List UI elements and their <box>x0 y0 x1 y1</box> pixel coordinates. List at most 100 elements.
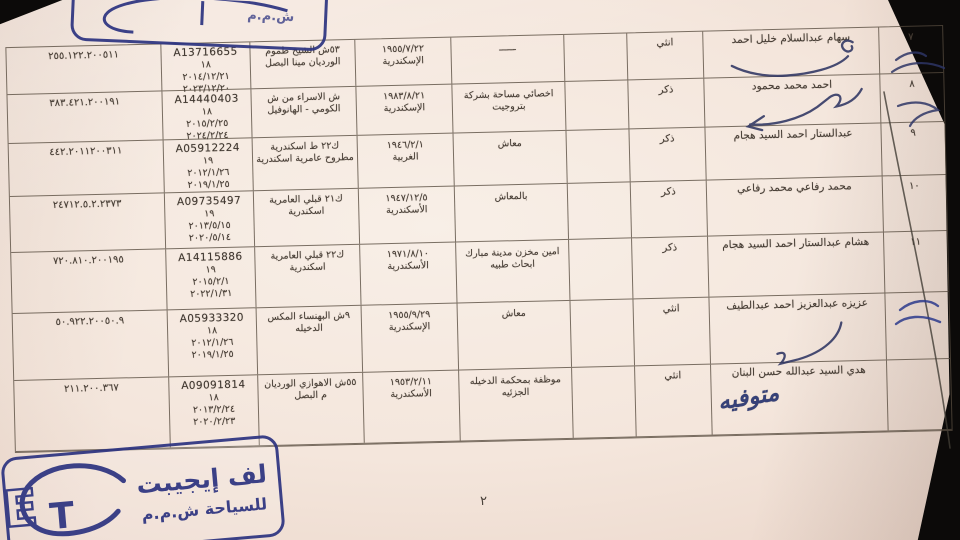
address: ٥٥ش الاهوازي الورديان م البصل <box>264 376 357 402</box>
person-name: هدي السيد عبدالله حسن البنان <box>731 363 866 380</box>
gender: انثي <box>656 37 674 49</box>
occupation-cell: معاش <box>452 130 567 186</box>
empty-cell <box>569 299 635 367</box>
person-name: عبدالستار احمد السيد هجام <box>733 127 853 142</box>
row-number-cell: ١٠ <box>881 174 947 232</box>
gender-cell: ذكر <box>628 127 706 182</box>
row-number-cell: ١١ <box>882 230 949 293</box>
address: ش الاسراء من ش الكومي - الهانوفيل <box>267 91 341 116</box>
row-number-cell: ٩ <box>880 122 946 176</box>
passport-number: A14115886 <box>178 250 243 265</box>
phone-number: ٢٥٥.١٢٢.٢٠٠٥١١ <box>48 49 120 63</box>
phone-number: ٤٤٢.٢٠١١٢٠٠٣١١ <box>49 145 123 159</box>
birth-cell: ١٩٥٥/٧/٢٢ الإسكندرية <box>354 37 452 86</box>
passport-expiry-date: ٢٠١٩/١/٢٥ <box>191 348 234 361</box>
address: ك٢٢ قبلي العامرية اسكندرية <box>270 249 345 274</box>
gender: انثي <box>662 303 680 315</box>
address: ك٢١ قبلي العامرية اسكندرية <box>269 193 343 218</box>
passport-cell: A14440403 ١٨ ٢٠١٥/٢/٢٥ ٢٠٢٤/٢/٢٤ <box>161 89 252 142</box>
address: ٩ش البهنساء المكس الدخيله <box>267 310 351 335</box>
stamp-line1: لف إيجيبت <box>135 459 269 500</box>
birth-place: الإسكندرية <box>382 55 425 68</box>
name-cell: عبدالستار احمد السيد هجام <box>704 123 882 180</box>
row-number-cell: ٨ <box>879 73 945 123</box>
row-number-cell <box>884 291 950 360</box>
phone-cell: ٥٠.٩٢٢.٢٠٠٥٠.٩ <box>13 310 169 380</box>
occupation: اخصائي مساحة بشركة بتروجيت <box>463 88 554 113</box>
birth-cell: ١٩٤٦/٢/١ الغربية <box>356 133 454 188</box>
empty-cell <box>571 366 636 438</box>
passport-expiry-date: ٢٠٢٢/١/٣١ <box>190 287 233 300</box>
passport-cell: A14115886 ١٩ ٢٠١٥/٢/١ ٢٠٢٢/١/٣١ <box>165 247 256 310</box>
phone-cell: ٣٨٣.٤٢١.٢٠٠١٩١ <box>7 91 162 143</box>
stamp-partial-text: ش.م.م <box>246 8 295 26</box>
phone-cell: ٢٤٧١٢.٥.٢.٢٣٧٣ <box>10 193 165 252</box>
gender: ذكر <box>659 133 675 145</box>
row-number-cell <box>885 358 952 431</box>
address-cell: ٩ش البهنساء المكس الدخيله <box>255 305 363 375</box>
svg-text:E: E <box>1 478 40 539</box>
address-cell: ش الاسراء من ش الكومي - الهانوفيل <box>250 86 357 138</box>
passport-expiry-date: ٢٠٢٠/٥/١٤ <box>188 231 232 244</box>
occupation: امين مخزن مدينة مبارك ابحاث طبيه <box>465 246 560 271</box>
birth-cell: ١٩٥٥/٩/٢٩ الإسكندرية <box>360 303 459 372</box>
occupation: معاش <box>497 137 522 150</box>
occupation-cell: ــــــ <box>450 34 565 84</box>
row-number <box>888 297 947 298</box>
stamp-text: لف إيجيبت للسياحة ش.م.م <box>125 458 281 525</box>
empty-cell <box>565 129 630 183</box>
stamp-swoosh <box>102 0 288 34</box>
phone-number: ٧٢٠.٨١٠.٢٠٠١٩٥ <box>52 254 124 268</box>
empty-cell <box>566 182 632 239</box>
svg-text:T: T <box>48 495 76 538</box>
occupation: بالمعاش <box>494 190 528 203</box>
gender-cell: ذكر <box>629 180 707 238</box>
signature-ink <box>730 39 854 78</box>
phone-number: ٢١١.٢٠٠.٣٦٧ <box>63 382 119 395</box>
passport-number: A09091814 <box>181 378 246 393</box>
passport-number: A14440403 <box>174 92 239 107</box>
birth-cell: ١٩٨٣/٨/٢١ الإسكندرية <box>355 84 453 135</box>
gender-cell: ذكر <box>631 236 709 299</box>
passport-number: A13716655 <box>173 45 238 60</box>
address-cell: ك٢٢ قبلي العامرية اسكندرية <box>254 244 361 308</box>
name-cell: هشام عبدالستار احمد السيد هجام <box>707 232 885 297</box>
birth-cell: ١٩٧١/٨/١٠ الأسكندرية <box>359 242 457 305</box>
passport-number: A05933320 <box>179 311 245 326</box>
gender: ذكر <box>660 186 676 198</box>
row-number: ٨ <box>909 78 915 90</box>
empty-cell <box>563 33 628 81</box>
passport-cell: A13716655 ١٨ ٢٠١٤/١٢/٢١ ٢٠٢٣/١٢/٢٠ <box>160 42 251 95</box>
occupation-cell: بالمعاش <box>453 183 569 242</box>
phone-cell: ٤٤٢.٢٠١١٢٠٠٣١١ <box>9 140 164 196</box>
gender-cell: ذكر <box>627 78 705 129</box>
empty-cell <box>568 238 633 300</box>
gender: ذكر <box>658 84 674 96</box>
gender-cell: انثي <box>632 297 710 366</box>
passport-cell: A05912224 ١٩ ٢٠١٢/١/٢٦ ٢٠١٩/١/٢٥ <box>162 138 253 193</box>
handwritten-note: متوفيه <box>716 379 781 416</box>
table-row: عزيزه عبدالعزيز احمد عبدالطيف انثي معاش … <box>12 291 950 381</box>
row-number <box>889 364 948 365</box>
passport-cell: A09735497 ١٩ ٢٠١٣/٥/١٥ ٢٠٢٠/٥/١٤ <box>163 191 255 249</box>
birth-cell: ١٩٥٣/٢/١١ الأسكندرية <box>362 370 460 443</box>
birth-place: الغربية <box>392 151 419 163</box>
address-cell: ك٢٢ ط اسكندرية مطروح عامرية اسكندرية <box>251 135 358 191</box>
phone-cell: ٢١١.٢٠٠.٣٦٧ <box>14 377 170 451</box>
row-number: ١٠ <box>908 180 920 192</box>
gender: انثي <box>664 370 682 382</box>
person-name: هشام عبدالستار احمد السيد هجام <box>722 235 870 252</box>
page-number: ٢ <box>480 494 487 509</box>
occupation-cell: امين مخزن مدينة مبارك ابحاث طبيه <box>455 239 570 303</box>
passport-expiry-date: ٢٠٢٠/٢/٢٣ <box>193 415 236 428</box>
signature-ink <box>745 87 863 132</box>
occupation-cell: موظفة بمحكمة الدخيله الجزئيه <box>458 367 573 441</box>
et-logo: E T <box>0 463 126 540</box>
birth-place: الإسكندرية <box>388 321 431 334</box>
occupation: ــــــ <box>499 42 516 54</box>
travel-agency-stamp: لف إيجيبت للسياحة ش.م.م E T <box>0 434 286 540</box>
name-cell: محمد رفاعي محمد رفاعي <box>705 176 883 236</box>
phone-number: ٢٤٧١٢.٥.٢.٢٣٧٣ <box>52 198 122 212</box>
passport-number: A09735497 <box>176 194 242 209</box>
name-cell: سهام عبدالسلام خليل احمد <box>702 27 880 78</box>
